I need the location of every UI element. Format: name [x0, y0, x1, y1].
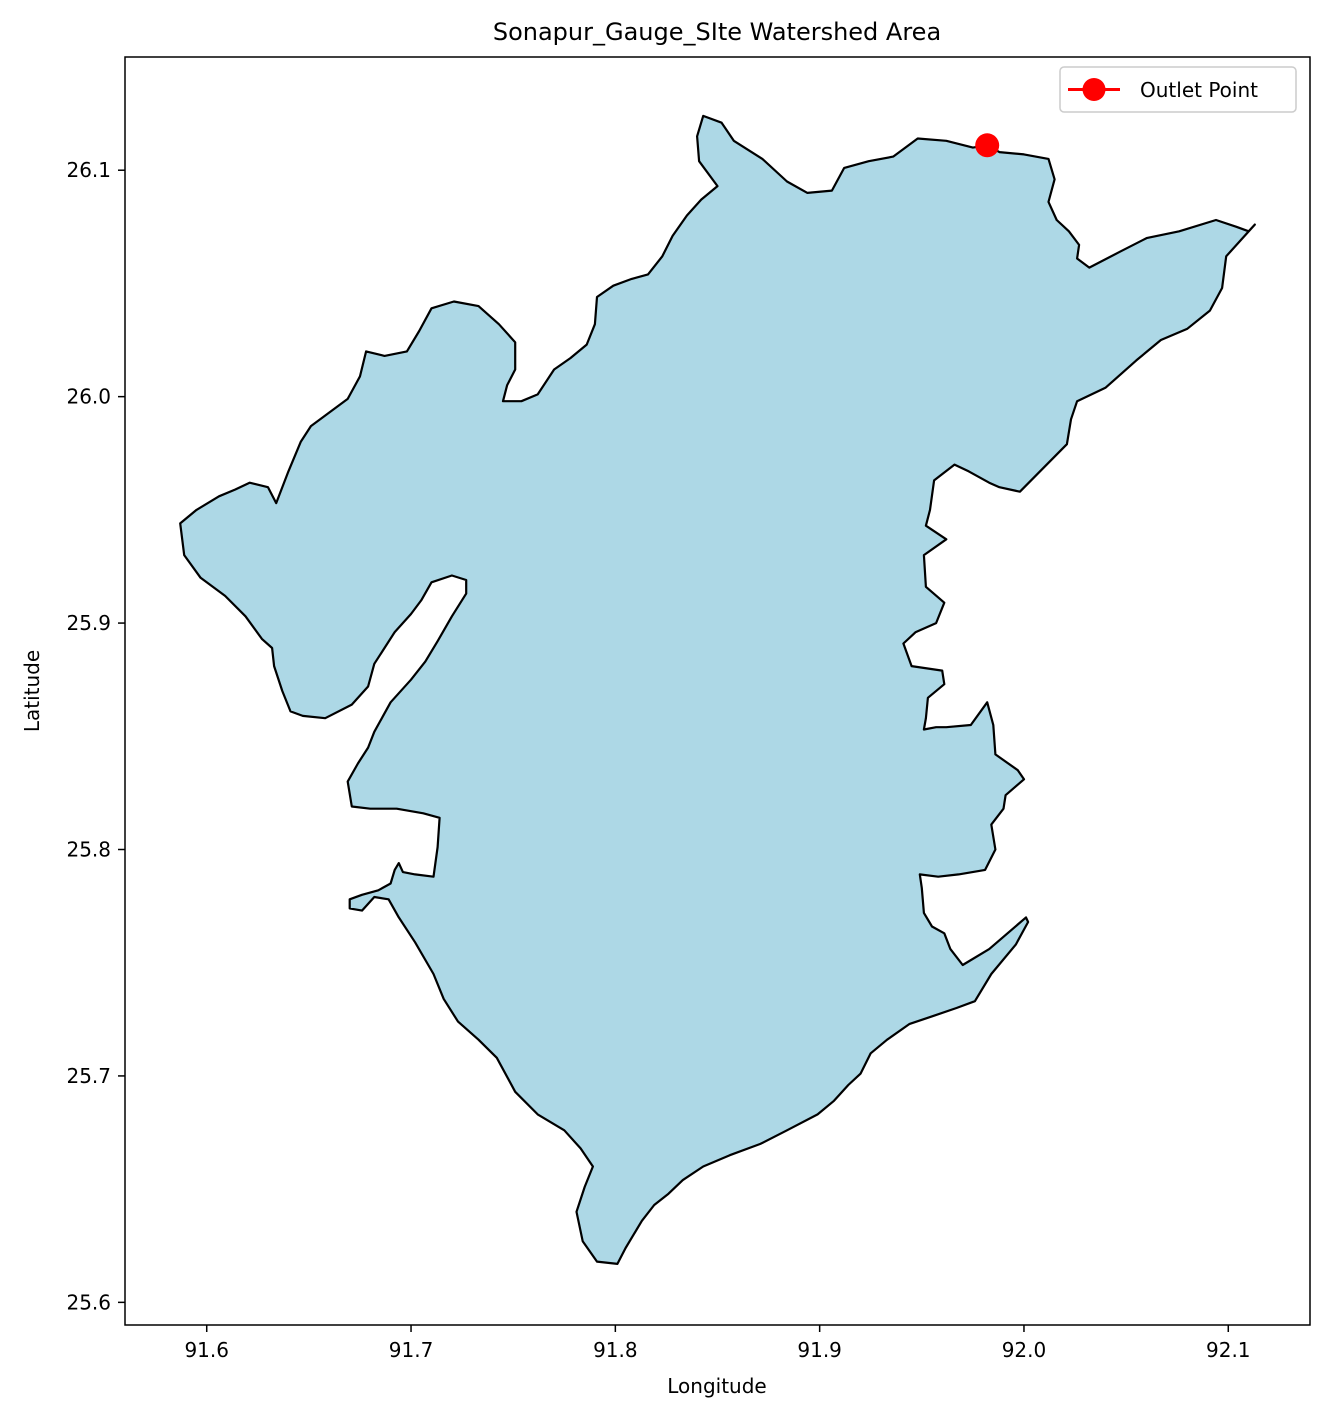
axes-frame [124, 56, 1311, 1326]
x-tick-label: 91.7 [389, 1338, 434, 1362]
chart-title: Sonapur_Gauge_SIte Watershed Area [493, 18, 941, 46]
x-tick-label: 91.6 [184, 1338, 229, 1362]
y-tick-label: 26.1 [66, 158, 111, 182]
y-tick-label: 25.9 [66, 611, 111, 635]
x-axis-label: Longitude [667, 1374, 766, 1398]
x-tick-label: 91.9 [797, 1338, 842, 1362]
outlet-point-marker [975, 133, 1000, 158]
x-axis-ticks: 91.6 91.7 91.8 91.9 92.0 92.1 [184, 1325, 1251, 1362]
watershed-polygon [179, 114, 1256, 1265]
y-tick-label: 25.7 [66, 1064, 111, 1088]
y-tick-label: 26.0 [66, 385, 111, 409]
plot-area [179, 114, 1256, 1265]
legend-box [1059, 66, 1297, 113]
y-tick-label: 25.8 [66, 838, 111, 862]
x-tick-label: 92.0 [1002, 1338, 1047, 1362]
y-axis-label: Latitude [20, 650, 44, 732]
x-tick-label: 92.1 [1206, 1338, 1251, 1362]
y-axis-ticks: 25.6 25.7 25.8 25.9 26.0 26.1 [66, 158, 125, 1314]
legend-outlet-marker [1082, 78, 1106, 101]
outlet-layer [975, 133, 1000, 158]
legend: Outlet Point [1059, 66, 1297, 113]
legend-outlet-label: Outlet Point [1140, 78, 1258, 102]
y-tick-label: 25.6 [66, 1290, 111, 1314]
x-tick-label: 91.8 [593, 1338, 638, 1362]
